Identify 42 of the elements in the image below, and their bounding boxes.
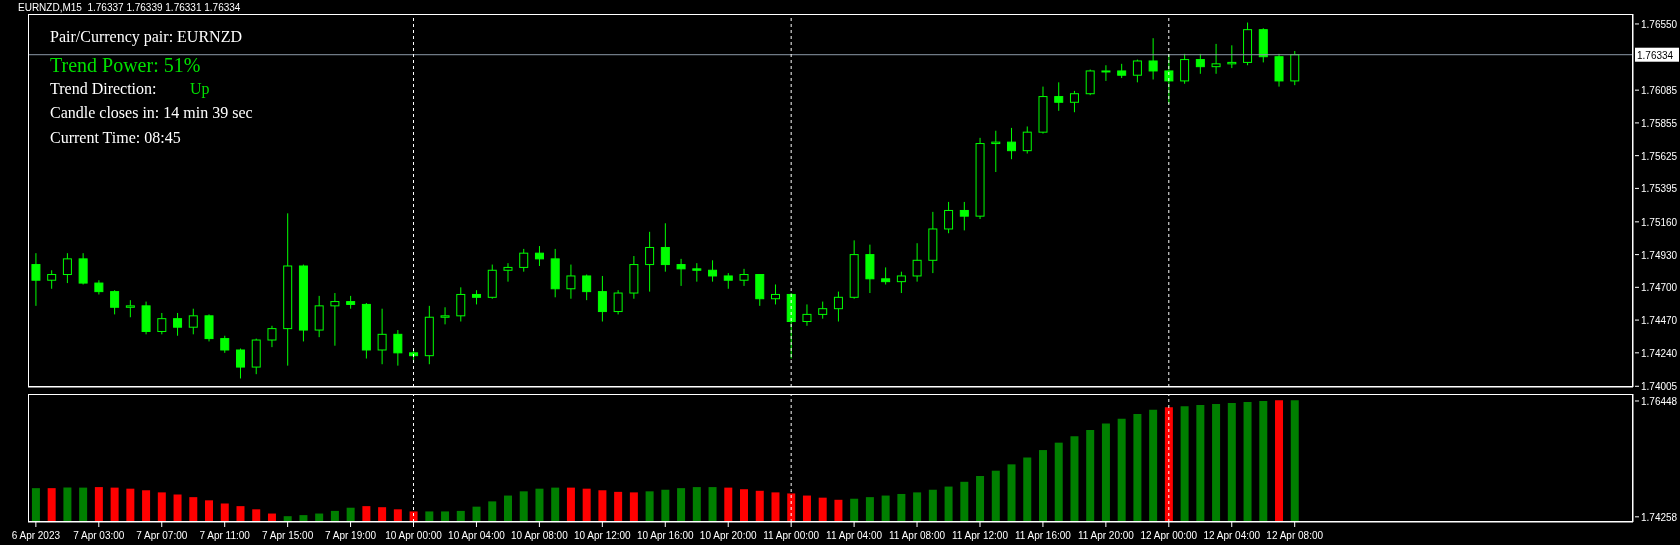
y-tick-label: 1.76085: [1641, 85, 1678, 97]
x-tick-label: 6 Apr 2023: [11, 530, 61, 541]
y-tick-label: 1.76448: [1641, 395, 1678, 407]
y-tick-label: 1.74240: [1641, 347, 1678, 359]
x-tick-label: 11 Apr 00:00: [763, 530, 820, 541]
x-tick-label: 11 Apr 08:00: [889, 530, 946, 541]
y-tick-label: 1.75395: [1641, 183, 1678, 195]
x-tick-label: 11 Apr 16:00: [1014, 530, 1072, 541]
x-tick-label: 11 Apr 04:00: [826, 530, 883, 541]
y-tick-label: 1.76550: [1641, 18, 1678, 30]
ref-line-label: 1.76334: [1637, 49, 1674, 61]
x-tick-label: 10 Apr 00:00: [385, 530, 443, 541]
annotation: Trend Direction:: [50, 80, 157, 98]
x-tick-label: 7 Apr 07:00: [136, 530, 188, 541]
y-tick-label: 1.74258: [1641, 511, 1678, 523]
x-tick-label: 10 Apr 08:00: [511, 530, 569, 541]
x-tick-label: 10 Apr 12:00: [573, 530, 632, 541]
x-tick-label: 11 Apr 20:00: [1077, 530, 1135, 541]
x-tick-label: 10 Apr 16:00: [636, 530, 695, 541]
annotation: Up: [190, 80, 210, 98]
chart-title: EURNZD,M15 1.76337 1.76339 1.76331 1.76334: [18, 2, 241, 13]
x-tick-label: 11 Apr 12:00: [951, 530, 1009, 541]
y-tick-label: 1.74700: [1641, 282, 1678, 294]
y-tick-label: 1.75855: [1641, 117, 1678, 129]
x-tick-label: 12 Apr 04:00: [1203, 530, 1261, 541]
x-tick-label: 10 Apr 20:00: [699, 530, 758, 541]
y-tick-label: 1.74005: [1641, 381, 1678, 393]
x-tick-label: 7 Apr 03:00: [73, 530, 125, 541]
y-tick-label: 1.75625: [1641, 150, 1678, 162]
y-tick-label: 1.75160: [1641, 216, 1678, 228]
y-tick-label: 1.74470: [1641, 315, 1678, 327]
annotation: Current Time: 08:45: [50, 129, 181, 147]
annotation: Candle closes in: 14 min 39 sec: [50, 104, 253, 122]
annotation: Trend Power: 51%: [50, 54, 201, 77]
x-tick-label: 12 Apr 00:00: [1140, 530, 1198, 541]
annotation: Pair/Currency pair: EURNZD: [50, 28, 242, 46]
x-tick-label: 7 Apr 11:00: [199, 530, 251, 541]
x-tick-label: 12 Apr 08:00: [1266, 530, 1324, 541]
x-tick-label: 10 Apr 04:00: [448, 530, 506, 541]
x-tick-label: 7 Apr 19:00: [325, 530, 377, 541]
y-tick-label: 1.74930: [1641, 249, 1678, 261]
x-tick-label: 7 Apr 15:00: [262, 530, 314, 541]
